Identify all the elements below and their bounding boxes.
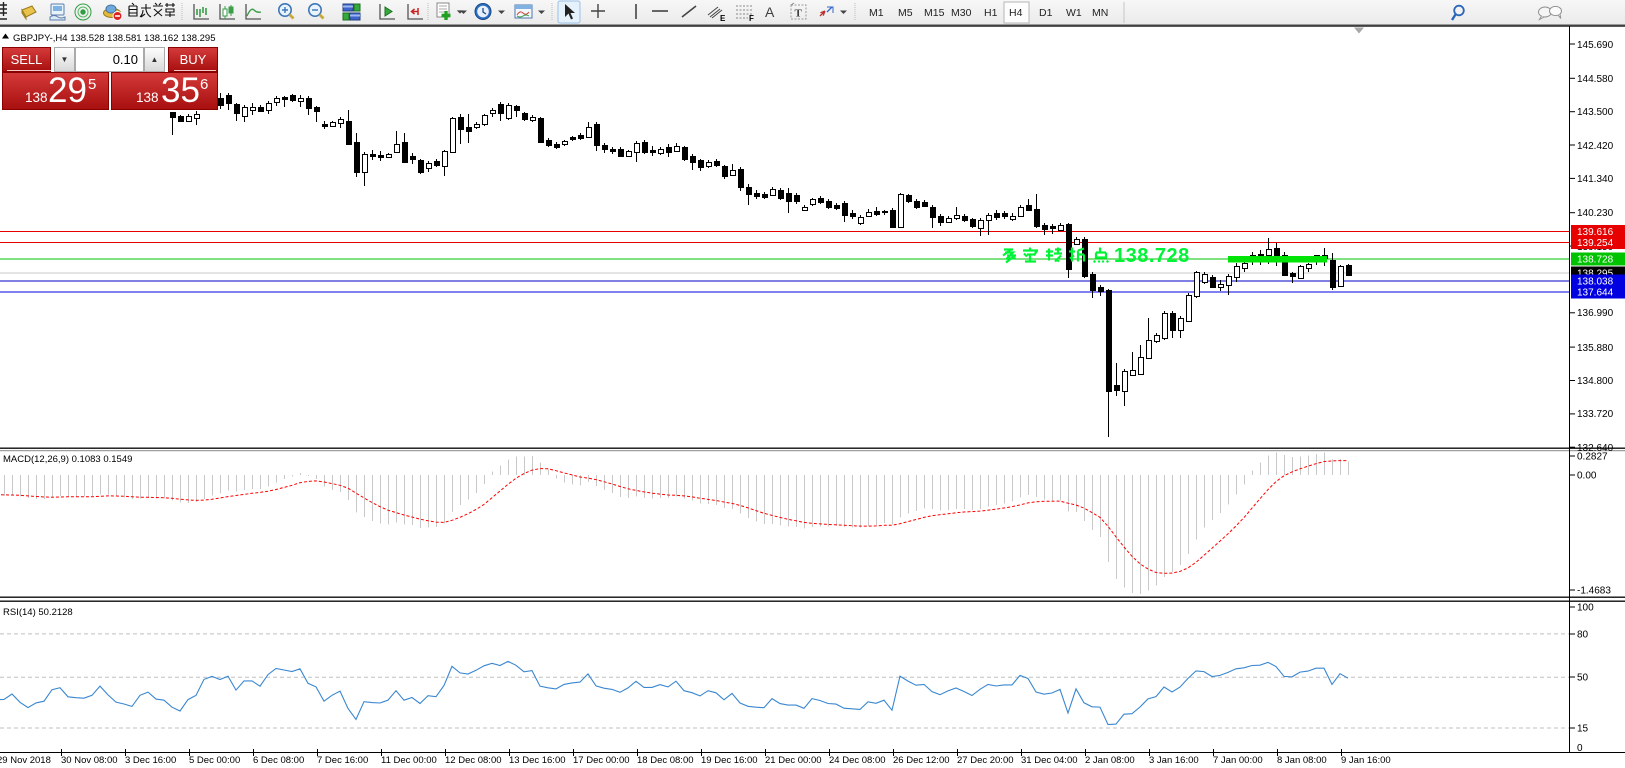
svg-text:9 Jan 16:00: 9 Jan 16:00	[1341, 755, 1391, 766]
svg-text:139.616: 139.616	[1577, 227, 1614, 238]
svg-text:144.580: 144.580	[1577, 74, 1614, 85]
svg-text:0.00: 0.00	[1577, 471, 1597, 482]
svg-text:15: 15	[1577, 724, 1589, 735]
svg-text:M15: M15	[924, 7, 945, 19]
svg-text:135.880: 135.880	[1577, 343, 1614, 354]
svg-text:RSI(14) 50.2128: RSI(14) 50.2128	[3, 607, 73, 618]
svg-text:29 Nov 2018: 29 Nov 2018	[0, 755, 51, 766]
svg-text:D1: D1	[1039, 7, 1053, 19]
svg-text:27 Dec 20:00: 27 Dec 20:00	[957, 755, 1014, 766]
svg-text:142.420: 142.420	[1577, 141, 1614, 152]
svg-text:8 Jan 08:00: 8 Jan 08:00	[1277, 755, 1327, 766]
svg-text:M5: M5	[898, 7, 913, 19]
svg-text:6 Dec 08:00: 6 Dec 08:00	[253, 755, 304, 766]
svg-text:5 Dec 00:00: 5 Dec 00:00	[189, 755, 240, 766]
svg-text:31 Dec 04:00: 31 Dec 04:00	[1021, 755, 1078, 766]
svg-text:3 Dec 16:00: 3 Dec 16:00	[125, 755, 176, 766]
svg-text:143.500: 143.500	[1577, 107, 1614, 118]
svg-text:0: 0	[1577, 743, 1583, 754]
svg-text:133.720: 133.720	[1577, 409, 1614, 420]
svg-text:132.640: 132.640	[1577, 443, 1614, 454]
svg-text:0.2827: 0.2827	[1577, 452, 1608, 463]
svg-text:MACD(12,26,9) 0.1083 0.1549: MACD(12,26,9) 0.1083 0.1549	[3, 454, 132, 465]
svg-text:12 Dec 08:00: 12 Dec 08:00	[445, 755, 502, 766]
svg-text:139.254: 139.254	[1577, 238, 1614, 249]
svg-text:19 Dec 16:00: 19 Dec 16:00	[701, 755, 758, 766]
svg-text:3 Jan 16:00: 3 Jan 16:00	[1149, 755, 1199, 766]
svg-text:100: 100	[1577, 603, 1594, 614]
svg-text:17 Dec 00:00: 17 Dec 00:00	[573, 755, 630, 766]
svg-text:F: F	[749, 14, 754, 23]
svg-text:T: T	[795, 8, 803, 20]
svg-text:26 Dec 12:00: 26 Dec 12:00	[893, 755, 950, 766]
svg-text:50: 50	[1577, 673, 1589, 684]
svg-text:-1.4683: -1.4683	[1577, 586, 1611, 597]
svg-text:11 Dec 00:00: 11 Dec 00:00	[381, 755, 437, 766]
svg-text:M30: M30	[951, 7, 972, 19]
svg-text:134.800: 134.800	[1577, 376, 1614, 387]
svg-text:E: E	[720, 14, 726, 23]
svg-text:21 Dec 00:00: 21 Dec 00:00	[765, 755, 822, 766]
svg-text:MN: MN	[1092, 7, 1108, 19]
svg-text:13 Dec 16:00: 13 Dec 16:00	[509, 755, 566, 766]
svg-text:138.728: 138.728	[1114, 245, 1190, 267]
svg-text:W1: W1	[1066, 7, 1082, 19]
svg-text:H1: H1	[984, 7, 998, 19]
svg-text:GBPJPY-,H4 138.528 138.581 13: GBPJPY-,H4 138.528 138.581 138.162 138.2…	[13, 33, 215, 44]
svg-text:H4: H4	[1009, 7, 1023, 19]
svg-text:138.728: 138.728	[1577, 255, 1614, 266]
svg-text:141.340: 141.340	[1577, 174, 1614, 185]
svg-text:140.230: 140.230	[1577, 208, 1614, 219]
svg-text:24 Dec 08:00: 24 Dec 08:00	[829, 755, 886, 766]
svg-text:136.990: 136.990	[1577, 308, 1614, 319]
svg-text:138.295: 138.295	[1577, 269, 1614, 280]
svg-text:18 Dec 08:00: 18 Dec 08:00	[637, 755, 694, 766]
svg-text:2 Jan 08:00: 2 Jan 08:00	[1085, 755, 1135, 766]
svg-text:137.644: 137.644	[1577, 288, 1614, 299]
svg-text:30 Nov 08:00: 30 Nov 08:00	[61, 755, 118, 766]
svg-text:7 Jan 00:00: 7 Jan 00:00	[1213, 755, 1263, 766]
svg-text:A: A	[765, 4, 775, 20]
svg-text:M1: M1	[869, 7, 884, 19]
svg-text:145.690: 145.690	[1577, 40, 1614, 51]
svg-text:7 Dec 16:00: 7 Dec 16:00	[317, 755, 368, 766]
svg-text:80: 80	[1577, 630, 1589, 641]
svg-text:138.038: 138.038	[1577, 277, 1614, 288]
